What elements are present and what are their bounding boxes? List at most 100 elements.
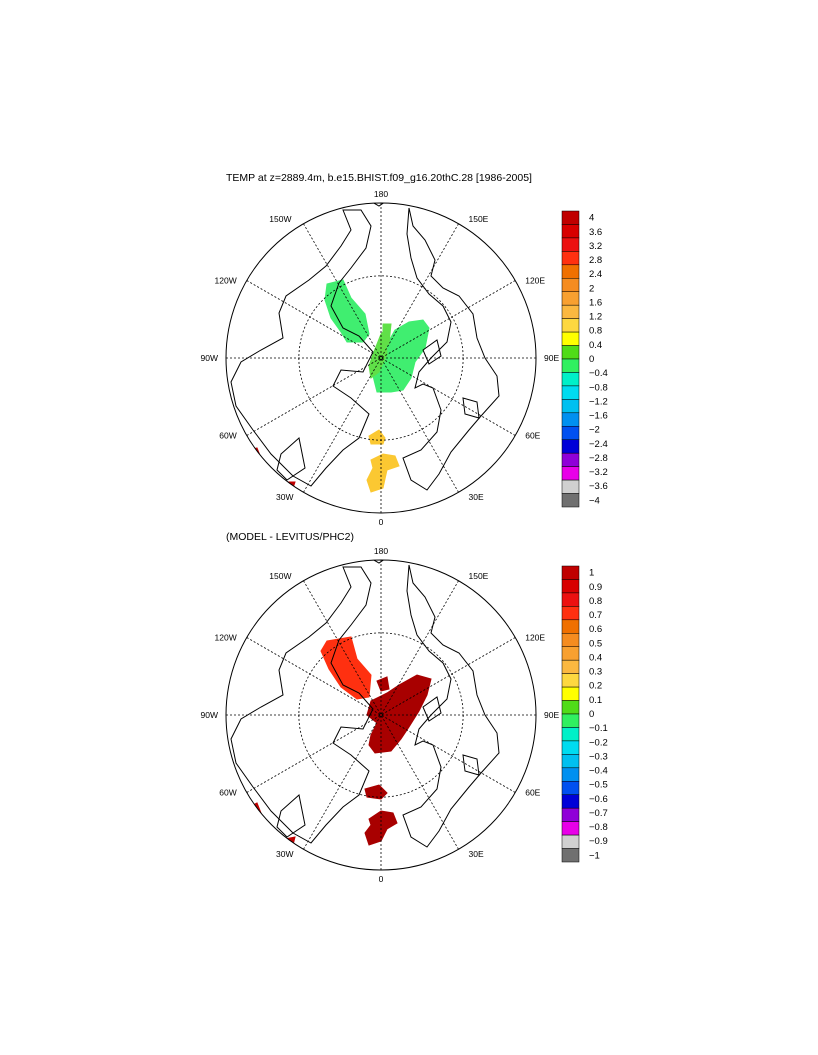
coastline: [422, 696, 442, 722]
colorbar-label: −0.5: [589, 780, 608, 791]
coastline: [402, 564, 500, 848]
colorbar-swatch: [561, 493, 580, 508]
colorbar-label: −0.6: [589, 794, 608, 805]
colorbar-swatch: [561, 834, 580, 849]
green-region-west: [324, 279, 370, 343]
longitude-label-left: 90W: [201, 710, 218, 720]
colorbar-label: −0.7: [589, 808, 608, 819]
panel2-polar-map: 180 0 90W 90E 150W 120W 30W 60W 150E 120E 30E 60E 1 0…: [201, 546, 608, 884]
colorbar-label: 1: [589, 568, 594, 579]
colorbar-swatch: [561, 794, 580, 809]
colorbar-label: 0: [589, 354, 594, 365]
colorbar-label: 0.6: [589, 624, 602, 635]
colorbar-label: 2.8: [589, 255, 602, 266]
colorbar-swatch: [561, 767, 580, 782]
longitude-label-lr2: 30E: [469, 849, 484, 859]
colorbar-swatch: [561, 619, 580, 634]
coastline: [462, 754, 480, 776]
colorbar-label: −2.4: [589, 439, 608, 450]
map-contents: [226, 203, 536, 513]
coastline: [276, 437, 306, 481]
colorbar-label: −0.1: [589, 723, 608, 734]
coastline: [276, 794, 306, 838]
colorbar-label: 0.4: [589, 340, 602, 351]
colorbar: 1 0.9 0.8 0.7 0.6 0.5 0.4 0.3 0.2 0.1 0 −0.1 −0.2 −0.…: [561, 565, 608, 863]
colorbar-label: −3.2: [589, 467, 608, 478]
colorbar-swatch: [561, 646, 580, 661]
colorbar-swatch: [561, 807, 580, 822]
colorbar-label: −4: [589, 495, 600, 506]
colorbar-label: 1.2: [589, 312, 602, 323]
colorbar-label: −0.9: [589, 836, 608, 847]
darkred-region-north: [364, 784, 388, 800]
colorbar-label: −3.6: [589, 481, 608, 492]
map-body: 180 0 90W 90E 150W 120W 30W 60W 150E 120E 30E 60E: [201, 189, 560, 527]
longitude-label-ll1: 60W: [219, 431, 236, 441]
darkred-region-center: [366, 674, 432, 754]
colorbar-label: 0.7: [589, 610, 602, 621]
colorbar-label: 3.6: [589, 227, 602, 238]
panel2-title: (MODEL - LEVITUS/PHC2): [226, 531, 354, 543]
map-boundary: [225, 202, 537, 514]
longitude-label-lr1: 60E: [525, 788, 540, 798]
colorbar-label: 0.1: [589, 695, 602, 706]
longitude-label-lr2: 30E: [469, 492, 484, 502]
colorbar-label: 0.5: [589, 638, 602, 649]
colorbar-label: −0.3: [589, 751, 608, 762]
longitude-label-ll2: 30W: [276, 492, 293, 502]
coastline: [402, 207, 500, 491]
panel1-title: TEMP at z=2889.4m, b.e15.BHIST.f09_g16.2…: [226, 172, 532, 184]
colorbar-label: −2: [589, 425, 600, 436]
colorbar-label: 3.2: [589, 241, 602, 252]
colorbar-swatch: [561, 700, 580, 715]
colorbar-label: −0.8: [589, 822, 608, 833]
colorbar-label: 0: [589, 709, 594, 720]
colorbar-label: 0.4: [589, 652, 602, 663]
longitude-label-top: 180: [374, 189, 388, 199]
colorbar-swatch: [561, 633, 580, 647]
yellow-region-south: [366, 453, 400, 493]
colorbar-label: −0.4: [589, 368, 608, 379]
map-body: 180 0 90W 90E 150W 120W 30W 60W 150E 120E 30E 60E: [201, 546, 560, 884]
coastline: [230, 209, 374, 487]
longitude-label-ll1: 60W: [219, 788, 236, 798]
colorbar-label: 2.4: [589, 269, 602, 280]
longitude-label-ll2: 30W: [276, 849, 293, 859]
longitude-label-ul1: 150W: [269, 571, 291, 581]
longitude-label-right: 90E: [544, 710, 559, 720]
longitude-label-bottom: 0: [379, 874, 384, 884]
colorbar-swatch: [561, 781, 580, 795]
colorbar-label: −1: [589, 850, 600, 861]
longitude-label-ul2: 120W: [215, 633, 237, 643]
longitude-label-lr1: 60E: [525, 431, 540, 441]
colorbar-swatch: [561, 713, 580, 728]
colorbar-swatch: [561, 659, 580, 674]
colorbar-label: 0.3: [589, 667, 602, 678]
colorbar-swatch: [561, 686, 580, 701]
colorbar-swatch: [561, 848, 580, 863]
colorbar-label: −0.8: [589, 382, 608, 393]
coastline: [422, 339, 442, 365]
colorbar-label: 0.9: [589, 582, 602, 593]
colorbar-label: 1.6: [589, 297, 602, 308]
colorbar-label: −0.2: [589, 737, 608, 748]
colorbar-swatch: [561, 754, 580, 769]
longitude-label-top: 180: [374, 546, 388, 556]
colorbar-swatch: [561, 673, 580, 688]
colorbar-swatch: [561, 821, 580, 836]
colorbar-swatch: [561, 606, 580, 621]
darkred-region-small: [376, 676, 390, 692]
panel1-polar-map: 180 0 90W 90E 150W 120W 30W 60W 150E 120E 30E 60E 4 3…: [201, 189, 608, 527]
longitude-label-left: 90W: [201, 353, 218, 363]
longitude-label-ur1: 150E: [469, 571, 489, 581]
longitude-label-ul1: 150W: [269, 214, 291, 224]
colorbar-label: 4: [589, 213, 594, 224]
longitude-label-right: 90E: [544, 353, 559, 363]
longitude-label-bottom: 0: [379, 517, 384, 527]
colorbar: 4 3.6 3.2 2.8 2.4 2 1.6 1.2 0.8 0.4 0 −0.4 −0.8 −1.2 −…: [561, 210, 608, 508]
coastline: [462, 397, 480, 419]
colorbar-label: 2: [589, 283, 594, 294]
colorbar-label: 0.8: [589, 596, 602, 607]
colorbar-swatch: [561, 579, 580, 594]
colorbar-swatch: [561, 592, 580, 607]
